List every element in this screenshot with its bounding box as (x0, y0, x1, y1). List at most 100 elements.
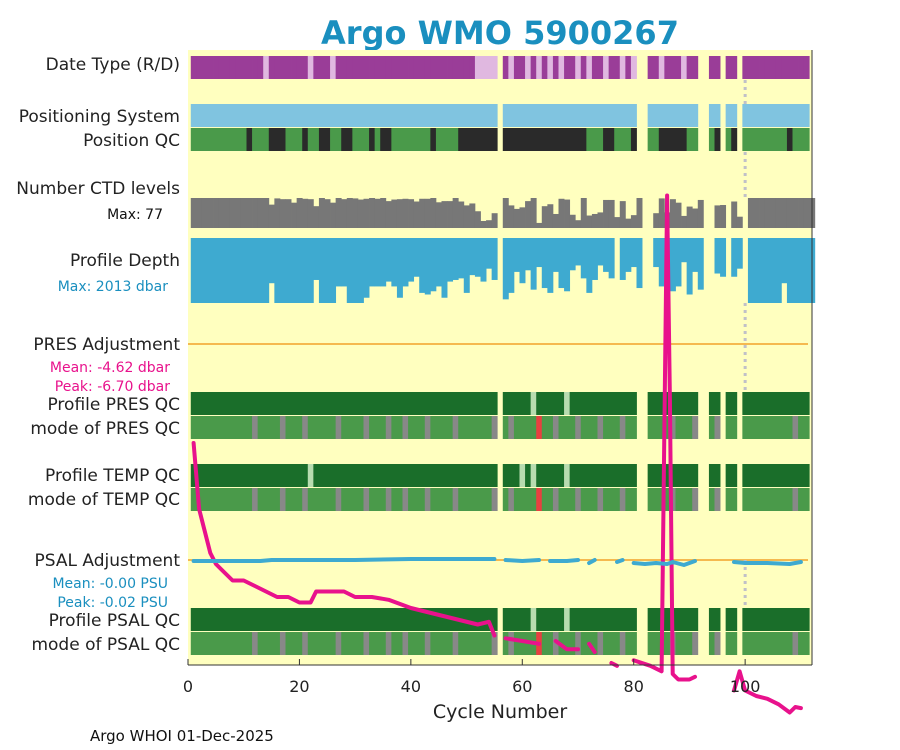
position-qc-cell (257, 128, 264, 151)
depth-bar (380, 238, 387, 287)
temp-profile-qc-cell (257, 464, 264, 487)
positioning-cell (564, 104, 571, 127)
temp-profile-qc-cell (474, 464, 481, 487)
ctd-bar (775, 198, 782, 228)
date-type-cell (770, 56, 777, 79)
date-type-cell (391, 56, 398, 79)
date-type-cell (681, 56, 688, 79)
psal-mode-qc-cell (307, 632, 314, 655)
position-qc-cell (731, 128, 738, 151)
position-qc-cell (324, 128, 331, 151)
depth-bar (536, 238, 543, 268)
pres-mode-qc-cell (402, 416, 409, 439)
temp-mode-qc-cell (218, 488, 225, 511)
psal-mode-qc-cell (491, 632, 498, 655)
date-type-cell (218, 56, 225, 79)
pres-profile-qc-cell (552, 392, 559, 415)
date-type-cell (458, 56, 465, 79)
positioning-cell (252, 104, 259, 127)
chart-title: Argo WMO 5900267 (321, 14, 679, 52)
ctd-bar (480, 220, 487, 228)
position-qc-cell (246, 128, 253, 151)
date-type-cell (775, 56, 782, 79)
depth-bar (803, 238, 810, 303)
psal-mode-qc-cell (625, 632, 632, 655)
pres-mode-qc-cell (798, 416, 805, 439)
psal-mode-qc-cell (614, 632, 621, 655)
psal-mode-qc-cell (474, 632, 481, 655)
label-psal-mean: Mean: -0.00 PSU (52, 576, 168, 592)
ctd-bar (541, 206, 548, 228)
temp-profile-qc-cell (770, 464, 777, 487)
psal-mode-qc-cell (218, 632, 225, 655)
ctd-bar (658, 198, 665, 228)
temp-profile-qc-cell (240, 464, 247, 487)
pres-mode-qc-cell (742, 416, 749, 439)
temp-profile-qc-cell (363, 464, 370, 487)
pres-mode-qc-cell (669, 416, 676, 439)
psal-mode-qc-cell (391, 632, 398, 655)
depth-bar (391, 238, 398, 287)
positioning-cell (798, 104, 805, 127)
pres-mode-qc-cell (770, 416, 777, 439)
date-type-cell (547, 56, 554, 79)
temp-profile-qc-cell (547, 464, 554, 487)
pres-mode-qc-cell (330, 416, 337, 439)
position-qc-cell (207, 128, 214, 151)
temp-mode-qc-cell (357, 488, 364, 511)
temp-profile-qc-cell (213, 464, 220, 487)
temp-mode-qc-cell (240, 488, 247, 511)
psal-mode-qc-cell (681, 632, 688, 655)
date-type-cell (486, 56, 493, 79)
position-qc-cell (681, 128, 688, 151)
position-qc-cell (391, 128, 398, 151)
date-type-cell (324, 56, 331, 79)
pres-profile-qc-cell (274, 392, 281, 415)
pres-mode-qc-cell (341, 416, 348, 439)
temp-profile-qc-cell (575, 464, 582, 487)
date-type-cell (614, 56, 621, 79)
psal-mode-qc-cell (240, 632, 247, 655)
pres-mode-qc-cell (430, 416, 437, 439)
pres-mode-qc-cell (452, 416, 459, 439)
date-type-cell (369, 56, 376, 79)
positioning-cell (558, 104, 565, 127)
date-type-cell (441, 56, 448, 79)
pres-mode-qc-cell (252, 416, 259, 439)
pres-mode-qc-cell (580, 416, 587, 439)
positioning-cell (313, 104, 320, 127)
temp-mode-qc-cell (257, 488, 264, 511)
positioning-cell (725, 104, 732, 127)
date-type-cell (240, 56, 247, 79)
temp-mode-qc-cell (530, 488, 537, 511)
pres-profile-qc-cell (653, 392, 660, 415)
positioning-cell (519, 104, 526, 127)
positioning-cell (764, 104, 771, 127)
depth-bar (513, 238, 520, 272)
psal-mode-qc-cell (469, 632, 476, 655)
psal-profile-qc-cell (803, 608, 810, 631)
label-mode-psal-qc: mode of PSAL QC (31, 635, 180, 655)
positioning-cell (257, 104, 264, 127)
date-type-cell (658, 56, 665, 79)
position-qc-cell (380, 128, 387, 151)
ctd-bar (753, 198, 760, 228)
ctd-bar (408, 199, 415, 228)
positioning-cell (686, 104, 693, 127)
psal-mode-qc-cell (564, 632, 571, 655)
temp-profile-qc-cell (307, 464, 314, 487)
pres-profile-qc-cell (330, 392, 337, 415)
positioning-cell (647, 104, 654, 127)
temp-mode-qc-cell (519, 488, 526, 511)
positioning-cell (692, 104, 699, 127)
date-type-cell (731, 56, 738, 79)
label-profile-psal-qc: Profile PSAL QC (49, 611, 180, 631)
position-qc-cell (274, 128, 281, 151)
positioning-cell (486, 104, 493, 127)
psal-profile-qc-cell (291, 608, 298, 631)
date-type-cell (552, 56, 559, 79)
temp-profile-qc-cell (385, 464, 392, 487)
psal-mode-qc-cell (619, 632, 626, 655)
position-qc-cell (235, 128, 242, 151)
position-qc-cell (541, 128, 548, 151)
